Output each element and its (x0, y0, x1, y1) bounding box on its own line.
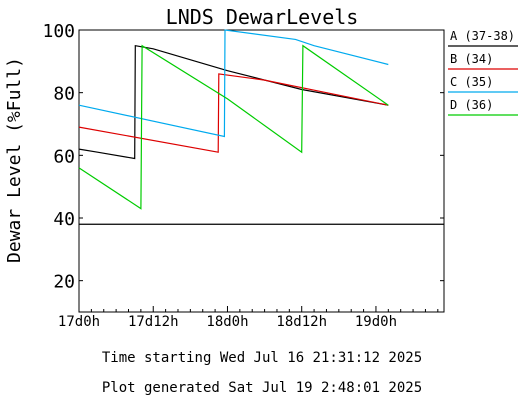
x-axis-ticks: 17d0h 17d12h 18d0h 18d12h 19d0h (58, 306, 439, 330)
y-tick-label: 40 (53, 209, 75, 230)
plot-frame (78, 29, 445, 313)
series-line-b (78, 73, 389, 153)
chart-title: LNDS DewarLevels (166, 5, 359, 29)
x-tick-label: 17d12h (128, 314, 179, 330)
legend-label: D (36) (450, 98, 493, 112)
plot-generated-label: Plot generated Sat Jul 19 2:48:01 2025 (102, 380, 422, 396)
y-tick-label: 80 (53, 84, 75, 105)
x-tick-label: 18d12h (276, 314, 327, 330)
legend-label: B (34) (450, 52, 493, 66)
series-layer (78, 29, 444, 225)
series-line-c (78, 29, 389, 138)
legend-label: C (35) (450, 75, 493, 89)
legend-label: A (37-38) (450, 29, 515, 43)
y-tick-label: 20 (53, 272, 75, 293)
time-start-label: Time starting Wed Jul 16 21:31:12 2025 (102, 350, 422, 366)
y-tick-label: 100 (42, 21, 75, 42)
x-tick-label: 19d0h (355, 314, 397, 330)
x-tick-label: 17d0h (58, 314, 100, 330)
series-line-d (78, 44, 389, 210)
x-tick-label: 18d0h (206, 314, 248, 330)
y-axis-label: Dewar Level (%Full) (4, 57, 25, 263)
series-line-a (78, 44, 389, 160)
legend: A (37-38) B (34) C (35) D (36) (448, 29, 518, 116)
y-tick-label: 60 (53, 146, 75, 167)
y-axis-ticks: 20 40 60 80 100 (42, 21, 444, 293)
